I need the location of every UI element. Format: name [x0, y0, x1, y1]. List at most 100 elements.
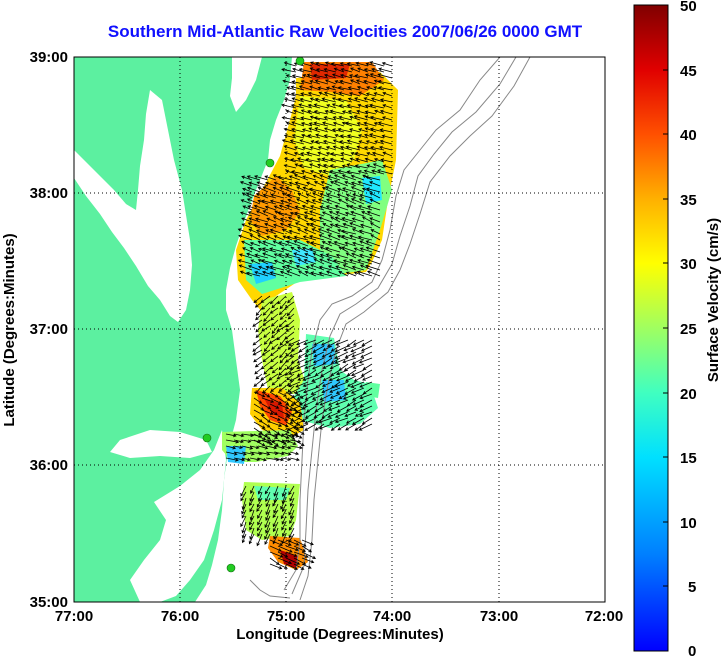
- velocity-arrow: [293, 109, 305, 115]
- velocity-arrow: [334, 381, 349, 388]
- velocity-arrow: [313, 103, 329, 109]
- velocity-arrow: [349, 115, 361, 121]
- velocity-arrow: [261, 421, 271, 428]
- velocity-arrow: [358, 128, 369, 133]
- colorbar-tick-labels: 50 45 40 35 30 25 20 15 10 5 0: [680, 0, 697, 659]
- velocity-arrow: [257, 265, 269, 271]
- velocity-arrow: [241, 509, 247, 519]
- x-tick-label: 74:00: [373, 608, 411, 625]
- velocity-arrow: [264, 515, 271, 529]
- velocity-arrow: [239, 211, 253, 217]
- velocity-arrow: [257, 515, 263, 526]
- velocity-arrow: [300, 122, 313, 127]
- velocity-arrow: [321, 381, 333, 387]
- velocity-arrow: [321, 211, 333, 217]
- velocity-arrow: [312, 357, 325, 364]
- velocity-arrow: [339, 73, 353, 79]
- velocity-arrow: [356, 85, 369, 91]
- velocity-arrow: [304, 357, 317, 364]
- velocity-arrow: [317, 151, 329, 157]
- velocity-arrow: [288, 521, 295, 531]
- velocity-arrow: [281, 139, 297, 145]
- velocity-arrow: [296, 216, 309, 223]
- velocity-arrow: [309, 146, 321, 151]
- velocity-arrow: [360, 369, 373, 377]
- velocity-arrow: [346, 134, 361, 139]
- velocity-arrow: [378, 86, 393, 91]
- velocity-arrow: [298, 164, 313, 169]
- velocity-arrow: [278, 319, 287, 328]
- velocity-arrow: [225, 457, 239, 462]
- velocity-arrow: [322, 223, 333, 229]
- velocity-arrow: [322, 121, 337, 127]
- velocity-arrow: [301, 563, 312, 569]
- velocity-arrow: [345, 405, 357, 412]
- velocity-arrow: [237, 259, 253, 265]
- velocity-arrow: [373, 157, 385, 163]
- velocity-arrow: [335, 253, 349, 259]
- velocity-arrow: [256, 181, 269, 187]
- velocity-arrow: [285, 319, 295, 328]
- velocity-arrow: [241, 192, 253, 199]
- velocity-arrow: [350, 345, 365, 353]
- velocity-arrow: [379, 139, 393, 145]
- velocity-arrow: [292, 67, 305, 73]
- velocity-arrow: [348, 258, 365, 265]
- velocity-arrow: [345, 271, 357, 277]
- velocity-arrow: [253, 204, 269, 211]
- velocity-arrow: [254, 361, 263, 368]
- velocity-arrow: [314, 405, 325, 412]
- velocity-arrow: [369, 181, 381, 187]
- velocity-arrow: [315, 61, 329, 67]
- velocity-arrow: [288, 175, 301, 181]
- velocity-arrow: [340, 157, 353, 163]
- velocity-arrow: [285, 551, 298, 557]
- velocity-arrow: [364, 157, 377, 163]
- velocity-arrow: [377, 169, 393, 175]
- velocity-arrow: [310, 264, 325, 271]
- velocity-arrow: [277, 409, 290, 416]
- colorbar-tick-label: 50: [680, 0, 697, 15]
- velocity-arrow: [254, 217, 269, 223]
- velocity-arrow: [296, 339, 309, 346]
- velocity-arrow: [238, 264, 253, 271]
- velocity-arrow: [365, 240, 381, 247]
- y-tick-label: 39:00: [30, 49, 68, 66]
- velocity-arrow: [313, 73, 329, 79]
- velocity-arrow: [280, 199, 293, 205]
- velocity-arrow: [285, 240, 301, 247]
- velocity-arrow: [257, 485, 263, 495]
- velocity-arrow: [369, 198, 381, 205]
- velocity-arrow: [273, 439, 286, 444]
- velocity-arrow: [298, 67, 313, 73]
- velocity-arrow: [303, 228, 317, 235]
- velocity-arrow: [371, 169, 385, 175]
- velocity-arrow: [351, 393, 365, 401]
- velocity-arrow: [293, 146, 305, 151]
- velocity-arrow: [313, 181, 325, 187]
- velocity-arrow: [249, 246, 261, 253]
- velocity-arrow: [285, 325, 295, 332]
- velocity-arrow: [242, 205, 253, 211]
- velocity-arrow: [323, 73, 337, 79]
- velocity-arrow: [316, 157, 329, 163]
- velocity-arrow: [321, 387, 333, 394]
- velocity-arrow: [357, 204, 373, 211]
- velocity-arrow: [341, 174, 357, 181]
- velocity-arrow: [361, 216, 373, 223]
- velocity-arrow: [268, 373, 279, 381]
- velocity-arrow: [262, 210, 277, 217]
- velocity-arrow: [276, 373, 287, 380]
- velocity-arrow: [269, 421, 283, 427]
- velocity-arrow: [252, 349, 263, 356]
- velocity-arrow: [289, 211, 301, 217]
- velocity-field: [222, 62, 398, 570]
- velocity-arrow: [289, 509, 295, 520]
- albemarle-sound: [110, 430, 212, 458]
- velocity-arrow: [338, 115, 353, 121]
- velocity-arrow: [246, 271, 261, 277]
- velocity-arrow: [291, 121, 305, 127]
- velocity-arrow: [273, 253, 285, 259]
- velocity-arrow: [358, 423, 373, 431]
- colorbar-tick-label: 10: [680, 515, 697, 532]
